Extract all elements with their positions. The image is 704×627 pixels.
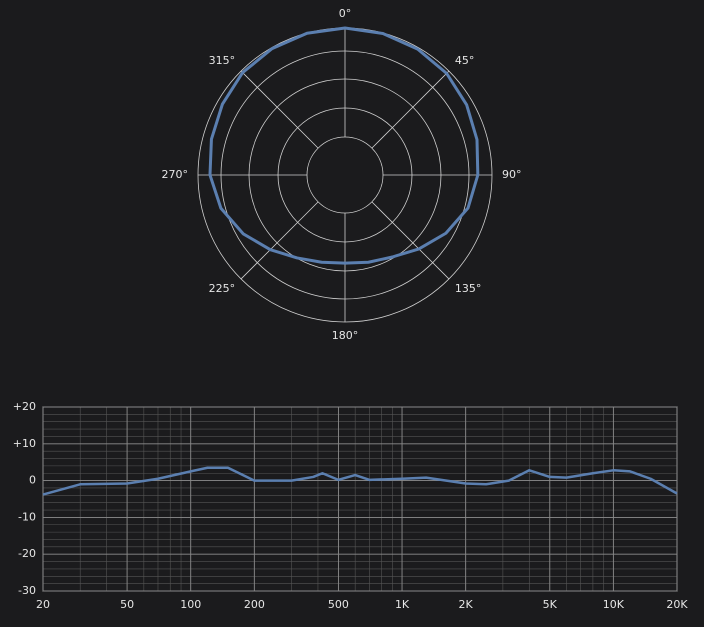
spoke <box>371 70 450 149</box>
x-tick-label: 20K <box>666 598 688 611</box>
angle-label: 315° <box>209 54 236 67</box>
y-tick-label: -10 <box>18 510 36 523</box>
y-tick-label: +20 <box>13 400 36 413</box>
response-line <box>42 466 678 496</box>
angle-label: 45° <box>455 54 475 67</box>
spoke <box>371 201 450 280</box>
x-tick-label: 20 <box>36 598 50 611</box>
x-tick-label: 1K <box>395 598 410 611</box>
x-tick-label: 50 <box>120 598 134 611</box>
angle-label: 0° <box>339 7 352 20</box>
x-tick-label: 2K <box>459 598 474 611</box>
angle-label: 180° <box>332 329 359 342</box>
angle-label: 90° <box>502 168 522 181</box>
spoke <box>240 201 319 280</box>
x-tick-label: 5K <box>543 598 558 611</box>
polar-ring <box>306 136 384 214</box>
y-tick-label: 0 <box>29 474 36 487</box>
y-tick-label: -20 <box>18 547 36 560</box>
y-tick-label: -30 <box>18 584 36 597</box>
y-tick-label: +10 <box>13 437 36 450</box>
x-tick-label: 100 <box>180 598 201 611</box>
angle-label: 225° <box>209 282 236 295</box>
spoke <box>240 70 319 149</box>
polar-curve <box>208 26 480 265</box>
x-tick-label: 10K <box>603 598 625 611</box>
angle-label: 270° <box>162 168 189 181</box>
plot-area <box>42 406 678 592</box>
x-tick-label: 200 <box>244 598 265 611</box>
x-tick-label: 500 <box>328 598 349 611</box>
angle-label: 135° <box>455 282 482 295</box>
